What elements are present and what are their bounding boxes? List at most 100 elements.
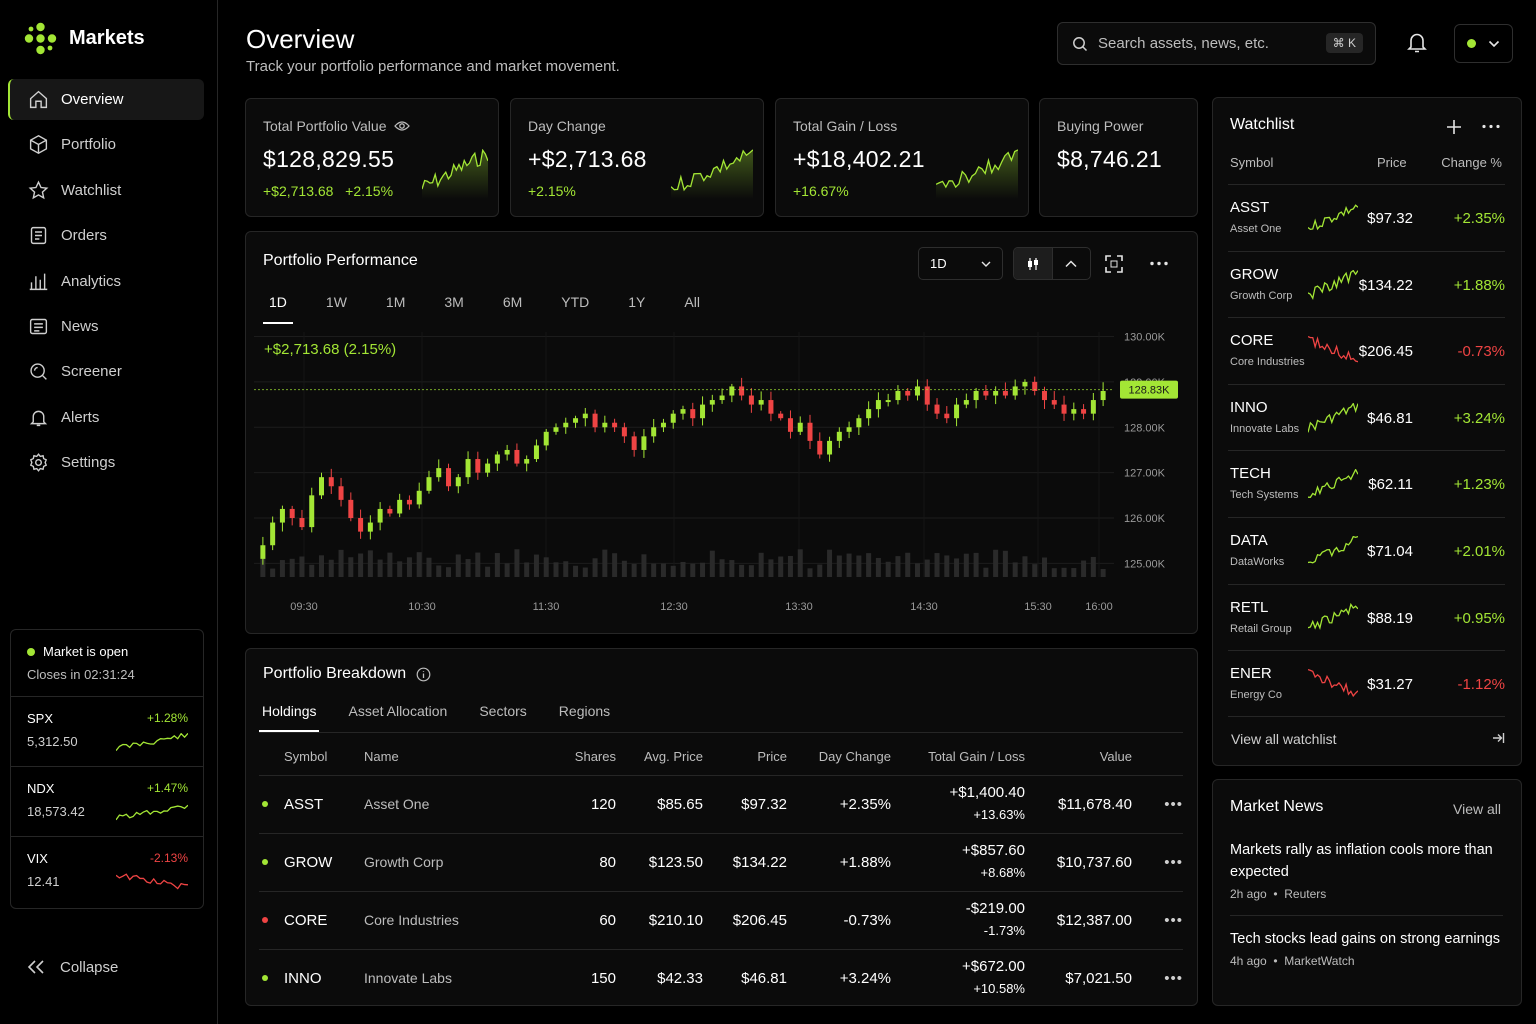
candlestick-button[interactable]	[1014, 248, 1053, 279]
column-header[interactable]: Shares	[524, 739, 616, 775]
watchlist-item-data[interactable]: DATA DataWorks $71.04 +2.01%	[1228, 517, 1505, 584]
tab-1w[interactable]: 1W	[320, 294, 353, 310]
row-more-icon[interactable]: •••	[1164, 854, 1183, 871]
table-row[interactable]: ASST Asset One 120 $85.65 $97.32 +2.35% …	[259, 775, 1183, 833]
column-header[interactable]: Day Change	[787, 739, 891, 775]
table-row[interactable]: INNO Innovate Labs 150 $42.33 $46.81 +3.…	[259, 949, 1183, 1007]
y-tick-label: 126.00K	[1124, 513, 1166, 525]
column-header[interactable]: Price	[703, 739, 787, 775]
sidebar-item-screener[interactable]: Screener	[8, 351, 204, 392]
column-header[interactable]: Total Gain / Loss	[891, 739, 1025, 775]
tab-asset-allocation[interactable]: Asset Allocation	[345, 703, 450, 732]
table-row[interactable]: CORE Core Industries 60 $210.10 $206.45 …	[259, 891, 1183, 949]
sidebar-item-portfolio[interactable]: Portfolio	[8, 124, 204, 165]
fullscreen-icon[interactable]	[1104, 254, 1124, 274]
collapse-button[interactable]: Collapse	[26, 958, 118, 976]
volume-bar	[876, 558, 881, 577]
watchlist-item-ener[interactable]: ENER Energy Co $31.27 -1.12%	[1228, 650, 1505, 717]
more-icon[interactable]	[1149, 261, 1169, 266]
sidebar-item-orders[interactable]: Orders	[8, 215, 204, 256]
sidebar-item-news[interactable]: News	[8, 306, 204, 347]
tab-3m[interactable]: 3M	[438, 294, 469, 310]
column-header[interactable]: Avg. Price	[616, 739, 703, 775]
watchlist-item-inno[interactable]: INNO Innovate Labs $46.81 +3.24%	[1228, 384, 1505, 451]
search-input[interactable]	[1098, 35, 1318, 52]
tab-sectors[interactable]: Sectors	[476, 703, 529, 732]
tab-regions[interactable]: Regions	[556, 703, 613, 732]
sidebar-item-watchlist[interactable]: Watchlist	[8, 170, 204, 211]
sidebar-item-overview[interactable]: Overview	[8, 79, 204, 120]
tab-1y[interactable]: 1Y	[622, 294, 651, 310]
candle	[397, 500, 402, 514]
candle	[798, 423, 803, 432]
performance-gain-label: +$2,713.68 (2.15%)	[264, 341, 396, 358]
index-vix[interactable]: VIX 12.41 -2.13%	[11, 837, 203, 907]
sidebar-item-settings[interactable]: Settings	[8, 442, 204, 483]
news-item[interactable]: Tech stocks lead gains on strong earning…	[1230, 928, 1503, 968]
watchlist-change: -1.12%	[1457, 676, 1505, 693]
stat-change-percent: +16.67%	[793, 183, 849, 199]
line-chart-button[interactable]	[1053, 248, 1091, 279]
volume-bar	[407, 557, 412, 577]
candle	[944, 414, 949, 419]
row-more-icon[interactable]: •••	[1164, 796, 1183, 813]
search-bar[interactable]: ⌘ K	[1057, 22, 1376, 65]
candle	[1062, 405, 1067, 414]
candle	[759, 400, 764, 405]
row-more-icon[interactable]: •••	[1164, 970, 1183, 987]
tab-all[interactable]: All	[678, 294, 706, 310]
candle	[524, 459, 529, 464]
volume-bar	[290, 559, 295, 577]
volume-bar	[514, 549, 519, 577]
column-header[interactable]: Value	[1025, 739, 1132, 775]
candlestick-chart[interactable]: 130.00K129.00K128.00K127.00K126.00K125.0…	[246, 317, 1197, 617]
view-all-watchlist-link[interactable]: View all watchlist	[1228, 716, 1505, 747]
notifications-button[interactable]	[1406, 30, 1428, 57]
sidebar-item-analytics[interactable]: Analytics	[8, 261, 204, 302]
candle	[387, 509, 392, 514]
more-icon[interactable]	[1481, 124, 1501, 129]
watchlist-price: $71.04	[1367, 543, 1413, 560]
column-header[interactable]: Symbol	[259, 739, 364, 775]
tab-holdings[interactable]: Holdings	[259, 703, 319, 732]
account-menu[interactable]	[1454, 24, 1513, 63]
app-name: Markets	[69, 27, 145, 50]
volume-bar	[808, 568, 813, 577]
tab-1d[interactable]: 1D	[263, 294, 293, 310]
watchlist-item-grow[interactable]: GROW Growth Corp $134.22 +1.88%	[1228, 251, 1505, 318]
watchlist-item-tech[interactable]: TECH Tech Systems $62.11 +1.23%	[1228, 450, 1505, 517]
tab-ytd[interactable]: YTD	[555, 294, 595, 310]
news-view-all-link[interactable]: View all	[1453, 801, 1501, 817]
table-row[interactable]: GROW Growth Corp 80 $123.50 $134.22 +1.8…	[259, 833, 1183, 891]
sidebar-item-alerts[interactable]: Alerts	[8, 397, 204, 438]
stat-change-amount: +$2,713.68	[263, 183, 333, 199]
watchlist-change: +1.23%	[1454, 476, 1505, 493]
holding-price: $46.81	[703, 949, 787, 1007]
candle	[983, 391, 988, 396]
tab-1m[interactable]: 1M	[380, 294, 411, 310]
candle	[309, 495, 314, 527]
info-icon[interactable]	[416, 667, 431, 682]
interval-select[interactable]: 1D	[918, 247, 1003, 280]
volume-bar	[495, 553, 500, 577]
watchlist-name: DataWorks	[1230, 556, 1284, 568]
tab-6m[interactable]: 6M	[497, 294, 528, 310]
index-ndx[interactable]: NDX 18,573.42 +1.47%	[11, 767, 203, 837]
candle	[319, 477, 324, 495]
index-spx[interactable]: SPX 5,312.50 +1.28%	[11, 697, 203, 767]
row-more-icon[interactable]: •••	[1164, 912, 1183, 929]
candle	[495, 455, 500, 464]
watchlist-item-asst[interactable]: ASST Asset One $97.32 +2.35%	[1228, 184, 1505, 251]
app-logo[interactable]: Markets	[24, 22, 145, 55]
volume-bar	[436, 565, 441, 577]
holding-price: $206.45	[703, 891, 787, 949]
x-tick-label: 09:30	[290, 601, 318, 613]
candle	[1071, 409, 1076, 414]
eye-icon[interactable]	[394, 120, 410, 132]
watchlist-item-retl[interactable]: RETL Retail Group $88.19 +0.95%	[1228, 584, 1505, 651]
news-item[interactable]: Markets rally as inflation cools more th…	[1230, 839, 1503, 901]
watchlist-item-core[interactable]: CORE Core Industries $206.45 -0.73%	[1228, 317, 1505, 384]
plus-icon[interactable]	[1446, 119, 1462, 135]
column-header[interactable]: Name	[364, 739, 524, 775]
home-icon	[28, 89, 49, 110]
